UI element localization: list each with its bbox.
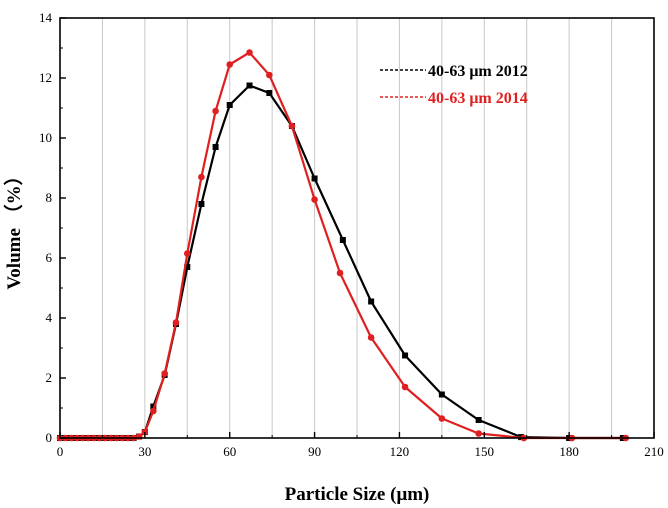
x-tick-label: 0 [57, 444, 64, 459]
x-tick-label: 90 [308, 444, 321, 459]
data-point [367, 334, 375, 341]
x-tick-label: 210 [644, 444, 664, 459]
y-tick-label: 4 [46, 310, 53, 325]
data-point [172, 319, 180, 326]
data-point [212, 144, 219, 150]
legend-label-2012: 40-63 μm 2012 [428, 63, 528, 80]
data-point [226, 102, 233, 108]
data-point [246, 49, 253, 56]
y-axis-title: Volume （%） [2, 166, 25, 289]
data-point [150, 407, 157, 415]
data-point [438, 391, 445, 398]
y-tick-label: 0 [46, 430, 53, 445]
data-point [475, 430, 482, 437]
data-point [184, 264, 191, 270]
data-point [212, 107, 219, 115]
legend: 40-63 μm 2012 40-63 μm 2014 [380, 63, 528, 107]
data-point [266, 71, 273, 79]
data-point [402, 352, 409, 359]
y-tick-label: 6 [46, 250, 53, 265]
y-tick-label: 10 [39, 130, 52, 145]
data-point [339, 237, 346, 243]
data-point [438, 415, 446, 422]
data-point [226, 61, 234, 68]
data-point [368, 298, 375, 305]
x-tick-label: 30 [138, 444, 151, 459]
axis-ticks: 0 30 60 90 120 150 180 210 0 2 4 6 8 10 12 14 [39, 10, 664, 459]
data-point [311, 196, 318, 203]
x-tick-label: 180 [559, 444, 579, 459]
y-tick-label: 12 [39, 70, 52, 85]
data-point [198, 201, 205, 207]
data-point [336, 269, 344, 277]
data-point [198, 173, 205, 181]
data-point [266, 90, 273, 96]
data-point [161, 370, 168, 377]
x-tick-label: 150 [475, 444, 495, 459]
legend-label-2014: 40-63 μm 2014 [428, 90, 528, 107]
data-point [475, 417, 482, 423]
data-point [401, 383, 409, 391]
data-point [246, 82, 253, 89]
y-tick-label: 2 [46, 370, 53, 385]
legend-item-2014: 40-63 μm 2014 [380, 90, 528, 107]
y-tick-label: 8 [46, 190, 53, 205]
data-point [135, 433, 143, 440]
y-tick-label: 14 [39, 10, 53, 25]
x-axis-title: Particle Size (μm) [285, 484, 430, 505]
grid-lines [101, 18, 613, 438]
data-point [183, 250, 191, 257]
data-point [150, 403, 157, 410]
legend-item-2012: 40-63 μm 2012 [380, 63, 528, 80]
x-tick-label: 60 [223, 444, 236, 459]
data-point [311, 175, 318, 182]
data-point [288, 122, 296, 130]
x-tick-label: 120 [390, 444, 410, 459]
